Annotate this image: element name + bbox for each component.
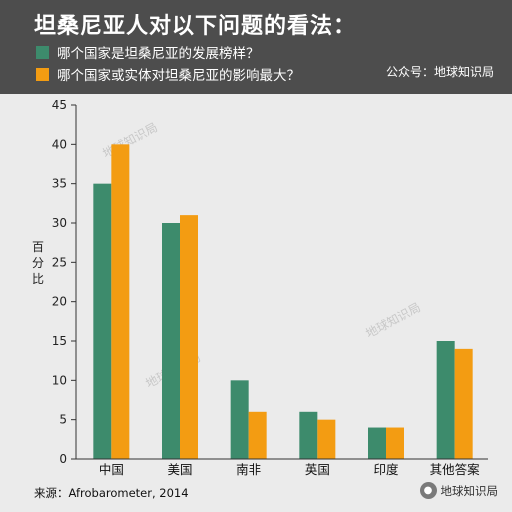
legend-item-2: 哪个国家或实体对坦桑尼亚的影响最大？: [36, 64, 300, 84]
y-axis-label-char: 比: [32, 272, 44, 286]
legend-label-1: 哪个国家是坦桑尼亚的发展榜样？: [57, 46, 260, 62]
watermark-text: 地球知识局: [363, 300, 423, 341]
bar-orange: [111, 144, 130, 460]
bar-orange: [454, 348, 473, 459]
x-tick-label: 英国: [305, 462, 330, 476]
account-name: 公众号：地球知识局: [385, 65, 494, 79]
bar-green: [230, 380, 249, 459]
y-tick-label: 20: [52, 295, 67, 309]
y-tick-label: 40: [52, 137, 67, 151]
x-tick-label: 中国: [99, 462, 124, 476]
x-tick-label: 其他答案: [430, 462, 481, 476]
y-tick-label: 30: [52, 216, 67, 230]
y-tick-label: 0: [59, 452, 67, 466]
watermark-badge-label: 地球知识局: [440, 483, 499, 498]
y-tick-label: 45: [52, 98, 67, 112]
bar-green: [162, 223, 180, 459]
legend-swatch-orange: [36, 67, 49, 81]
bar-green: [368, 427, 386, 459]
legend-item-1: 哪个国家是坦桑尼亚的发展榜样？: [36, 42, 260, 62]
y-tick-label: 10: [52, 373, 67, 387]
x-tick-label: 南非: [236, 462, 261, 476]
source-note: 来源：Afrobarometer, 2014: [34, 486, 189, 500]
wechat-icon: ●: [419, 482, 437, 499]
watermark-badge: ● 地球知识局: [419, 482, 499, 499]
y-axis-label-char: 分: [32, 256, 44, 270]
bar-orange: [386, 427, 404, 459]
bar-green: [93, 183, 112, 459]
x-tick-label: 美国: [167, 462, 192, 476]
y-axis-label-char: 百: [32, 240, 44, 254]
watermark-text: 地球知识局: [100, 120, 160, 161]
y-tick-label: 5: [59, 413, 67, 427]
y-tick-label: 15: [52, 334, 67, 348]
bar-green: [299, 411, 318, 459]
x-tick-label: 印度: [373, 462, 399, 476]
legend-label-2: 哪个国家或实体对坦桑尼亚的影响最大？: [57, 68, 300, 84]
bar-orange: [180, 215, 198, 459]
page-title: 坦桑尼亚人对以下问题的看法：: [34, 14, 357, 39]
bars-layer: [93, 144, 473, 460]
y-tick-label: 35: [52, 177, 67, 191]
bar-green: [436, 341, 455, 459]
y-tick-label: 25: [52, 255, 67, 269]
bar-orange: [317, 419, 336, 459]
legend-swatch-green: [36, 45, 49, 59]
bar-orange: [248, 411, 267, 459]
header-banner: 坦桑尼亚人对以下问题的看法： 哪个国家是坦桑尼亚的发展榜样？ 哪个国家或实体对坦…: [0, 0, 512, 94]
